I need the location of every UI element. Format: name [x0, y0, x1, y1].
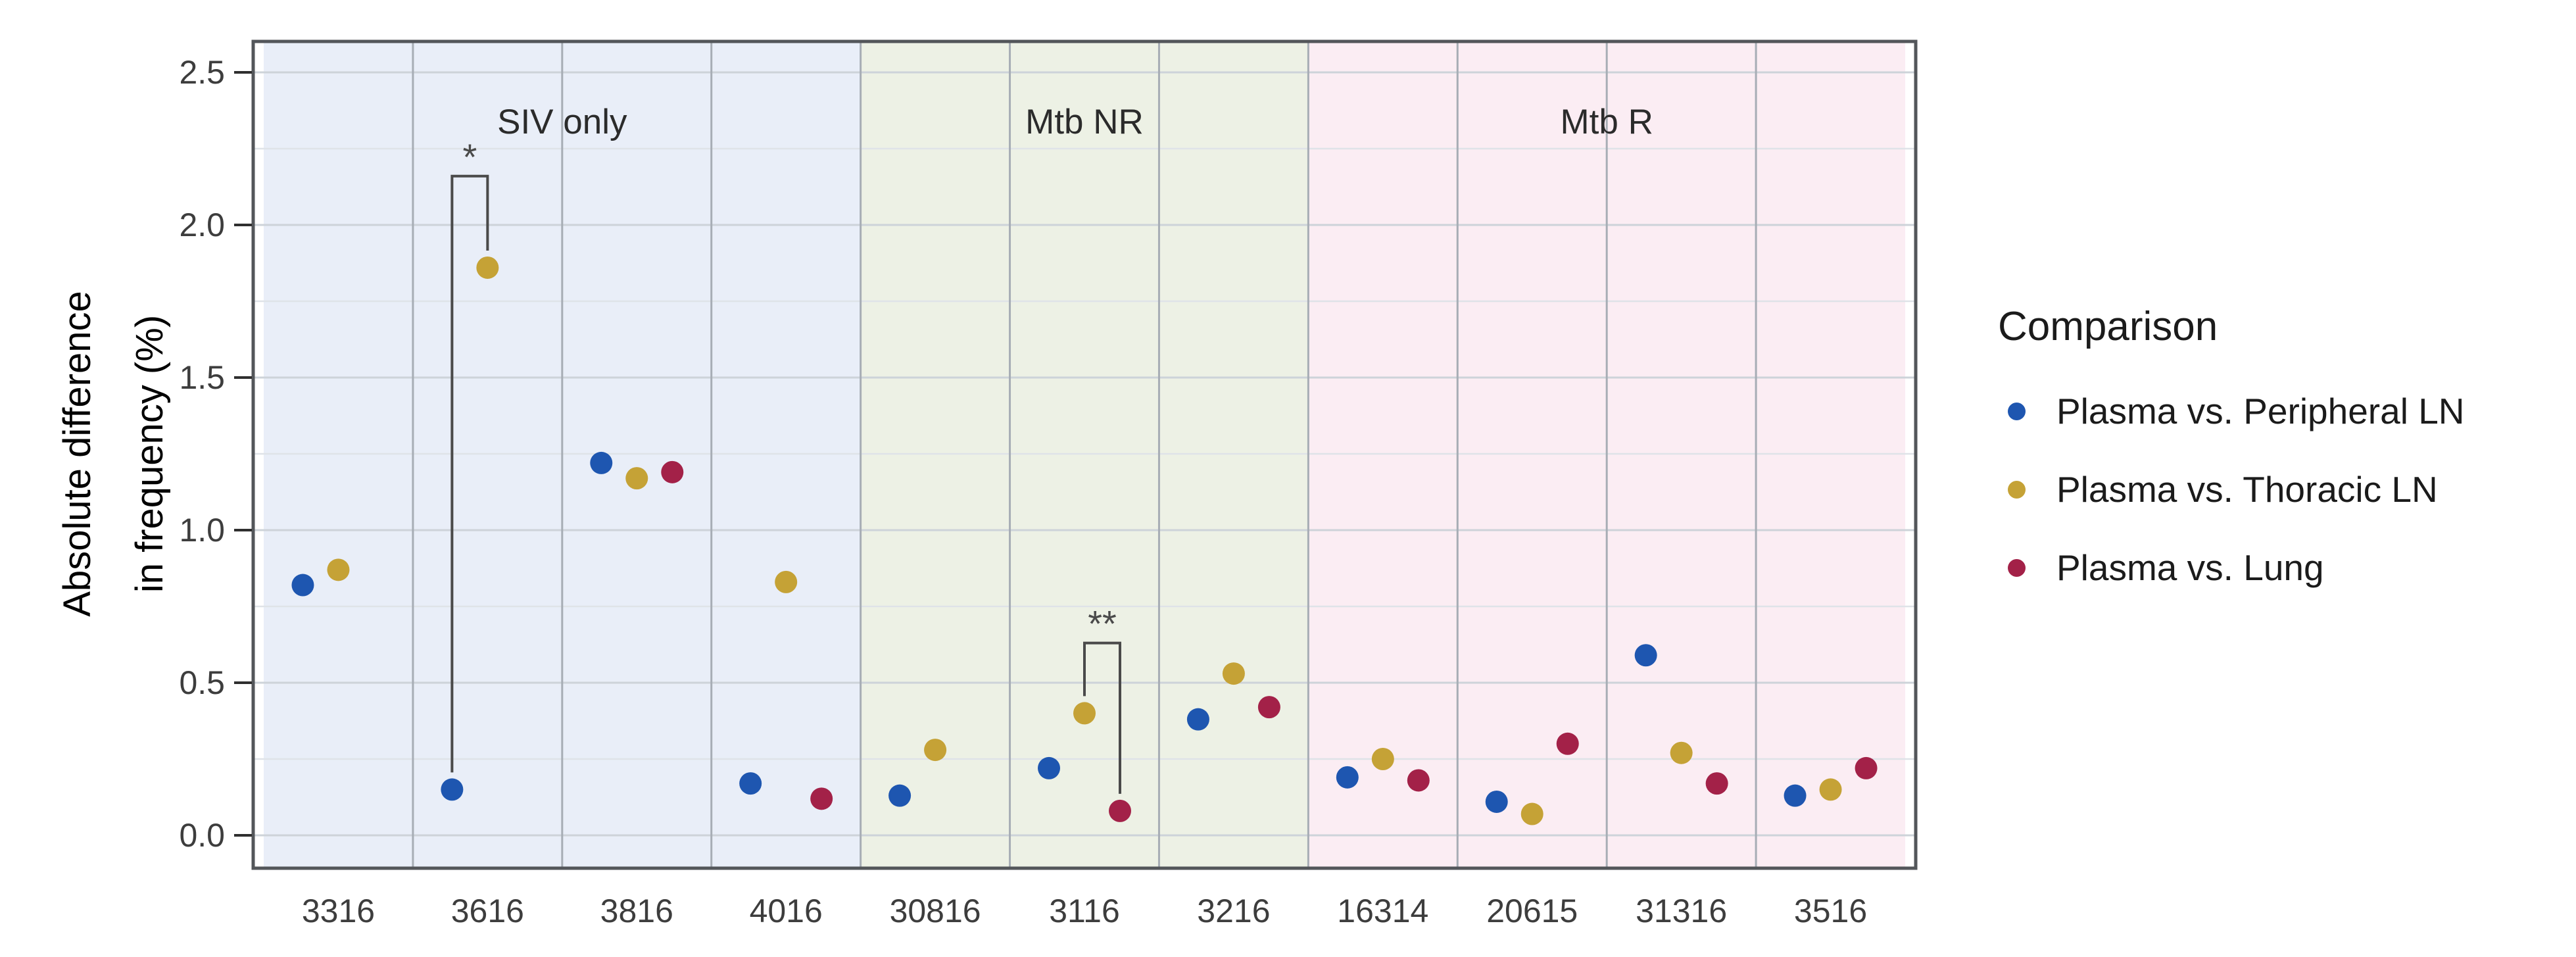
data-point	[1186, 708, 1209, 731]
legend-swatch-icon	[2008, 480, 2026, 499]
data-point	[1784, 784, 1807, 807]
x-tick-label: 31316	[1636, 893, 1727, 929]
y-tick-label: 0.0	[179, 817, 225, 854]
significance-bracket	[450, 174, 489, 773]
data-point	[1705, 772, 1728, 795]
y-tick-label: 2.0	[179, 207, 225, 243]
data-point	[625, 467, 648, 490]
data-point	[590, 451, 613, 474]
data-point	[775, 570, 798, 593]
y-tick-label: 2.5	[179, 54, 225, 91]
data-point	[1670, 741, 1693, 764]
y-tick-label: 1.0	[179, 512, 225, 549]
panel-border	[251, 39, 1918, 870]
data-point	[1222, 662, 1245, 685]
y-axis-title-line2: in frequency (%)	[128, 314, 171, 593]
data-point	[1038, 756, 1060, 779]
data-point	[1520, 802, 1543, 825]
x-tick-label: 3216	[1197, 893, 1270, 929]
data-point	[1407, 769, 1430, 792]
y-tick-label: 0.5	[179, 664, 225, 701]
x-tick-label: 3816	[600, 893, 673, 929]
data-point	[327, 558, 350, 581]
legend-item-label: Plasma vs. Thoracic LN	[2056, 469, 2438, 510]
significance-label: **	[1088, 603, 1117, 645]
legend-items: Plasma vs. Peripheral LN Plasma vs. Thora…	[1998, 391, 2564, 588]
data-point	[810, 787, 833, 810]
legend-item-label: Plasma vs. Peripheral LN	[2056, 391, 2465, 431]
data-point	[291, 574, 314, 597]
significance-label: *	[462, 136, 477, 178]
data-point	[441, 778, 464, 801]
legend-item: Plasma vs. Lung	[1998, 547, 2564, 588]
data-point	[924, 739, 947, 762]
group-label: Mtb NR	[1025, 103, 1144, 141]
data-point	[888, 784, 911, 807]
data-point	[1556, 732, 1579, 755]
data-point	[1634, 644, 1657, 667]
data-point	[661, 460, 684, 483]
y-axis-title: Absolute difference in frequency (%)	[41, 158, 186, 750]
group-shade	[860, 41, 1309, 868]
data-point	[1819, 778, 1842, 801]
y-tick-label: 1.5	[179, 359, 225, 396]
data-point	[1109, 799, 1131, 822]
data-point	[1073, 702, 1096, 725]
legend-swatch-icon	[2008, 402, 2026, 420]
legend-swatch-icon	[2008, 558, 2026, 577]
x-tick-label: 3616	[451, 893, 524, 929]
group-label: Mtb R	[1561, 103, 1653, 141]
x-tick-label: 30816	[890, 893, 981, 929]
x-tick-label: 4016	[750, 893, 823, 929]
data-point	[476, 256, 499, 279]
legend-item: Plasma vs. Thoracic LN	[1998, 469, 2564, 510]
x-tick-label: 20615	[1486, 893, 1578, 929]
data-point	[1485, 790, 1508, 813]
data-point	[1855, 756, 1878, 779]
x-tick-label: 3116	[1049, 893, 1120, 929]
y-axis-title-line1: Absolute difference	[56, 291, 99, 617]
data-point	[1371, 748, 1394, 770]
legend-item: Plasma vs. Peripheral LN	[1998, 391, 2564, 431]
group-label: SIV only	[497, 103, 627, 141]
legend: Comparison Plasma vs. Peripheral LN Plasm…	[1998, 304, 2564, 588]
legend-item-label: Plasma vs. Lung	[2056, 547, 2324, 588]
significance-bracket	[1083, 641, 1121, 794]
legend-title: Comparison	[1998, 304, 2218, 349]
x-tick-label: 16314	[1337, 893, 1428, 929]
x-tick-label: 3316	[302, 893, 375, 929]
data-point	[1336, 766, 1359, 789]
x-tick-label: 3516	[1794, 893, 1867, 929]
data-point	[739, 772, 762, 795]
data-point	[1257, 696, 1280, 719]
